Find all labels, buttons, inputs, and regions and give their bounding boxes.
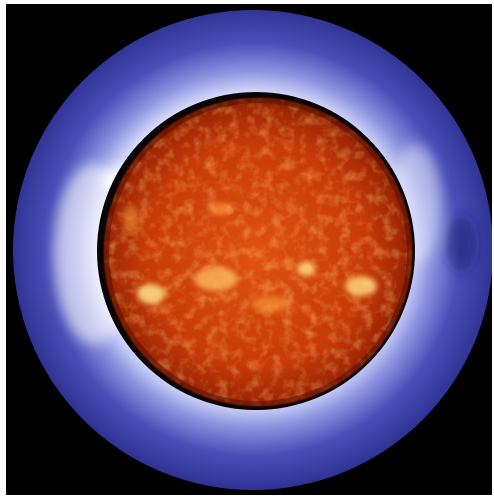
solar-image-svg [6,4,492,495]
solar-composite-image [6,4,492,495]
active-regions [123,203,377,312]
solar-disk [103,97,413,407]
